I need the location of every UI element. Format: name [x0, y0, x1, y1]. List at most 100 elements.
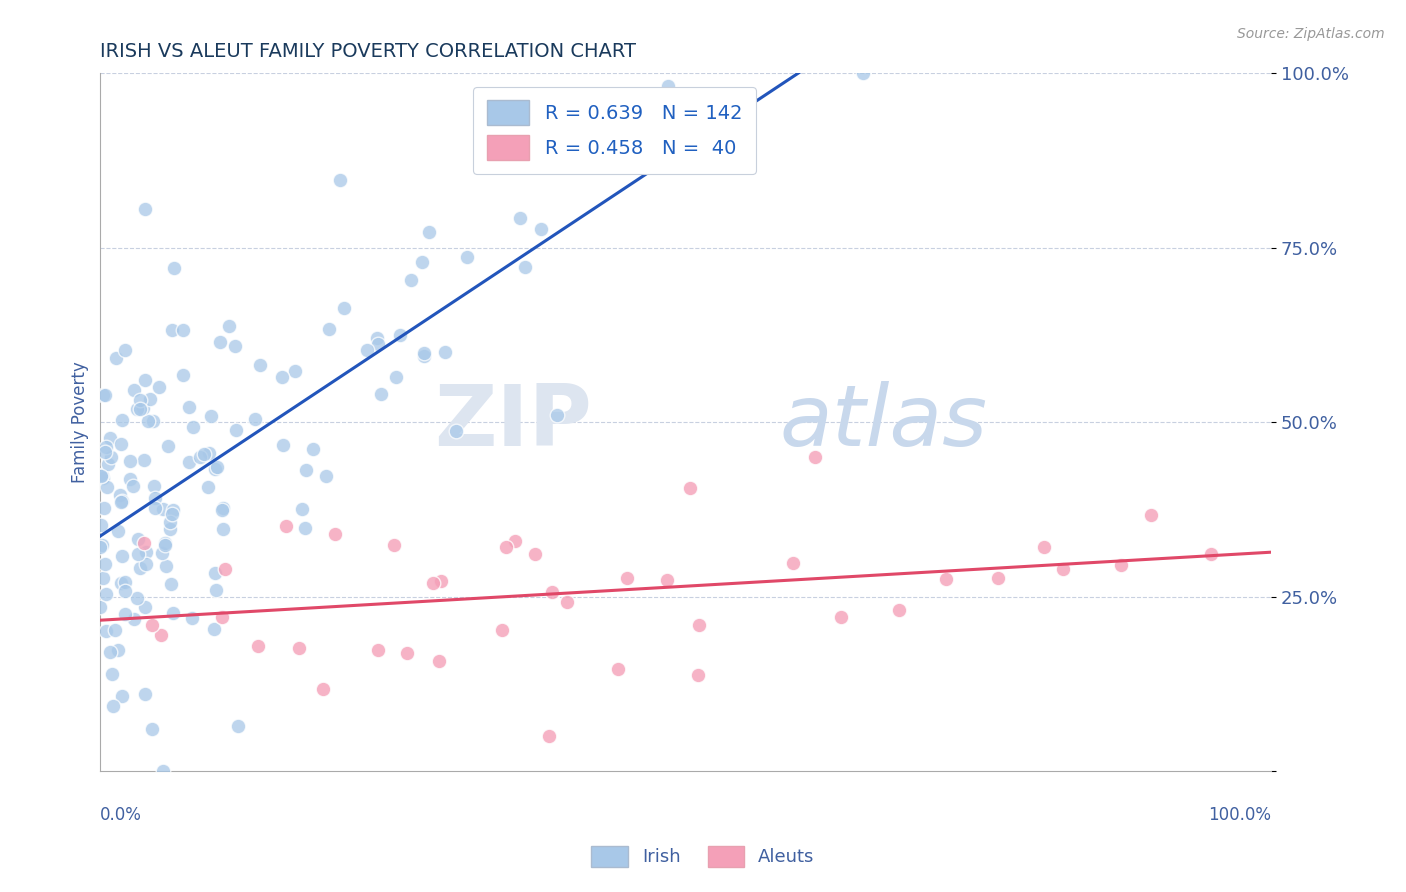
- Point: [96, 480, 118, 494]
- Point: [148, 380, 170, 394]
- Point: [211, 502, 233, 516]
- Point: [382, 538, 405, 552]
- Point: [101, 698, 124, 713]
- Point: [315, 469, 337, 483]
- Point: [111, 549, 134, 563]
- Legend: R = 0.639   N = 142, R = 0.458   N =  40: R = 0.639 N = 142, R = 0.458 N = 40: [472, 87, 756, 174]
- Point: [188, 450, 211, 465]
- Point: [108, 488, 131, 502]
- Point: [127, 591, 149, 605]
- Point: [429, 574, 451, 588]
- Point: [120, 472, 142, 486]
- Point: [526, 131, 548, 145]
- Point: [134, 373, 156, 387]
- Point: [110, 437, 132, 451]
- Point: [159, 516, 181, 530]
- Point: [491, 623, 513, 637]
- Text: atlas: atlas: [779, 381, 987, 464]
- Point: [401, 272, 423, 286]
- Point: [638, 121, 661, 136]
- Point: [118, 453, 141, 467]
- Point: [181, 610, 204, 624]
- Point: [388, 327, 411, 342]
- Y-axis label: Family Poverty: Family Poverty: [72, 361, 89, 483]
- Text: IRISH VS ALEUT FAMILY POVERTY CORRELATION CHART: IRISH VS ALEUT FAMILY POVERTY CORRELATIO…: [100, 42, 637, 61]
- Text: 100.0%: 100.0%: [1208, 806, 1271, 824]
- Point: [557, 595, 579, 609]
- Point: [100, 450, 122, 464]
- Point: [104, 623, 127, 637]
- Point: [132, 401, 155, 415]
- Point: [657, 574, 679, 588]
- Point: [114, 343, 136, 357]
- Point: [209, 335, 232, 350]
- Point: [143, 501, 166, 516]
- Point: [160, 323, 183, 337]
- Point: [418, 225, 440, 239]
- Point: [93, 501, 115, 516]
- Point: [284, 364, 307, 378]
- Point: [679, 481, 702, 495]
- Point: [114, 583, 136, 598]
- Point: [110, 689, 132, 703]
- Point: [149, 628, 172, 642]
- Point: [98, 431, 121, 445]
- Point: [1199, 547, 1222, 561]
- Point: [503, 533, 526, 548]
- Point: [530, 128, 553, 142]
- Point: [155, 558, 177, 573]
- Point: [987, 571, 1010, 585]
- Point: [804, 450, 827, 465]
- Point: [91, 388, 114, 402]
- Point: [224, 339, 246, 353]
- Point: [212, 522, 235, 536]
- Point: [160, 508, 183, 522]
- Point: [385, 369, 408, 384]
- Point: [1140, 508, 1163, 523]
- Point: [329, 173, 352, 187]
- Point: [96, 624, 118, 638]
- Point: [422, 575, 444, 590]
- Point: [225, 423, 247, 437]
- Point: [172, 368, 194, 382]
- Point: [214, 562, 236, 576]
- Point: [323, 527, 346, 541]
- Point: [288, 640, 311, 655]
- Point: [523, 547, 546, 561]
- Point: [94, 444, 117, 458]
- Point: [141, 618, 163, 632]
- Point: [427, 654, 450, 668]
- Point: [141, 723, 163, 737]
- Point: [688, 618, 710, 632]
- Point: [294, 521, 316, 535]
- Point: [89, 600, 111, 615]
- Point: [688, 668, 710, 682]
- Point: [218, 319, 240, 334]
- Point: [202, 622, 225, 636]
- Point: [122, 478, 145, 492]
- Point: [271, 369, 294, 384]
- Point: [134, 202, 156, 217]
- Point: [94, 557, 117, 571]
- Point: [111, 413, 134, 427]
- Point: [90, 469, 112, 483]
- Point: [157, 439, 180, 453]
- Text: ZIP: ZIP: [434, 381, 592, 464]
- Point: [1033, 541, 1056, 555]
- Point: [395, 646, 418, 660]
- Point: [159, 577, 181, 591]
- Point: [411, 255, 433, 269]
- Point: [134, 545, 156, 559]
- Point: [318, 322, 340, 336]
- Point: [134, 599, 156, 614]
- Point: [513, 260, 536, 275]
- Point: [94, 440, 117, 454]
- Point: [98, 645, 121, 659]
- Point: [159, 522, 181, 536]
- Point: [122, 612, 145, 626]
- Point: [204, 566, 226, 580]
- Point: [129, 392, 152, 407]
- Point: [1109, 558, 1132, 573]
- Point: [135, 557, 157, 571]
- Point: [107, 524, 129, 539]
